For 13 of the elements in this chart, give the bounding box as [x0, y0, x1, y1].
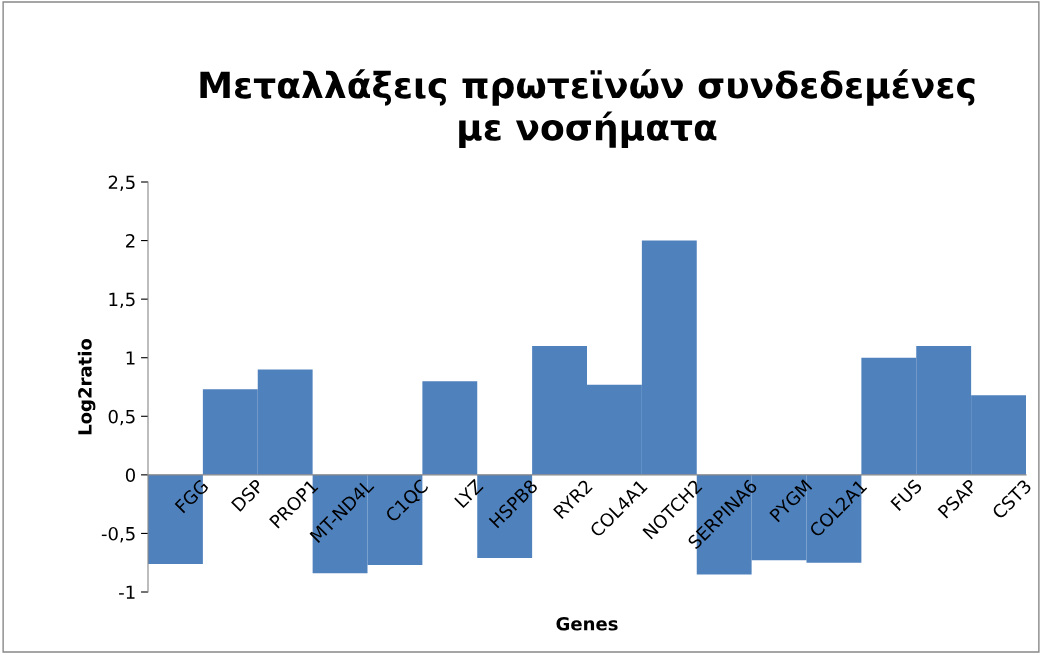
y-tick-label: 0	[125, 468, 135, 482]
y-tick-label: 0,5	[108, 409, 135, 426]
chart-title: Μεταλλάξεις πρωτεϊνών συνδεδεμένες με νοσήματα	[200, 69, 975, 148]
bar	[422, 381, 478, 475]
y-tick-label: 2	[126, 234, 135, 248]
x-tick-label: LYZ	[454, 478, 484, 509]
x-axis-title: Genes	[556, 616, 618, 631]
y-tick-label: 1,5	[109, 292, 135, 309]
y-tick-label: -1	[119, 585, 135, 599]
y-axis-title: Log2ratio	[77, 338, 96, 435]
y-tick-label: -0,5	[101, 526, 135, 543]
y-tick-label: 2,5	[108, 175, 135, 191]
y-tick-label: 1	[126, 351, 135, 365]
